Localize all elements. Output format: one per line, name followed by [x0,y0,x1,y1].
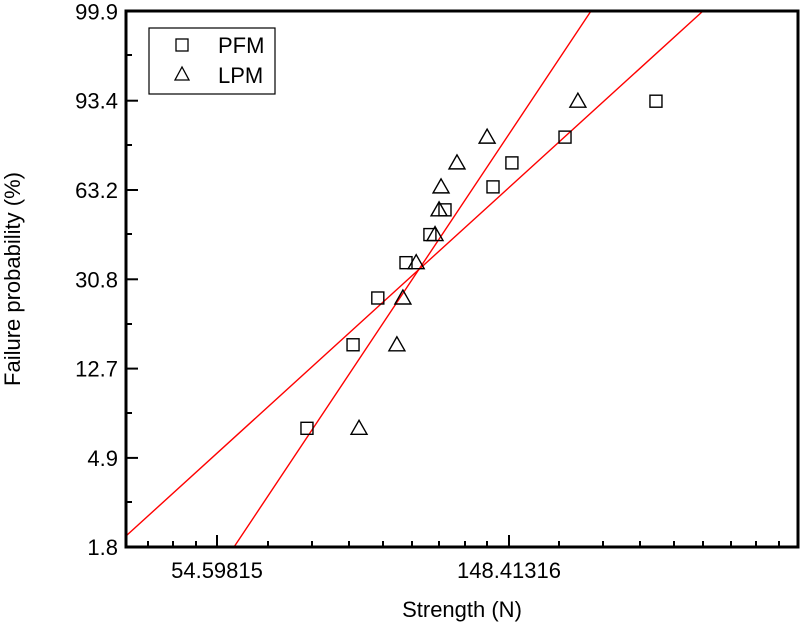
y-tick-label: 1.8 [87,535,118,560]
series-pfm-markers [300,94,663,436]
y-tick-label: 93.4 [75,89,118,114]
lpm-triangle-marker [387,335,407,352]
pfm-square-marker [300,421,314,436]
y-tick-label: 99.9 [75,0,118,24]
pfm-square-marker [649,94,663,108]
x-axis-title: Strength (N) [402,597,522,622]
lpm-triangle-marker [447,153,467,170]
legend-box [148,27,276,95]
y-axis-tick-labels: 1.8 4.9 12.7 30.8 63.2 93.4 99.9 [75,0,118,560]
lpm-triangle-marker [477,127,497,144]
x-tick-label: 148.41316 [457,558,561,583]
fit-line-pfm [125,10,704,537]
fit-lines [125,10,704,548]
pfm-square-marker [505,156,519,170]
x-axis-ticks [147,535,780,547]
y-axis-ticks [126,10,138,548]
lpm-triangle-marker [429,200,449,217]
lpm-triangle-marker [425,225,445,242]
fit-line-lpm [233,10,592,548]
pfm-square-marker [558,130,572,144]
y-tick-label: 30.8 [75,267,118,292]
lpm-triangle-marker [349,418,369,436]
pfm-square-marker [371,291,385,305]
lpm-triangle-marker [431,177,451,194]
lpm-triangle-marker [393,288,413,305]
legend-label-lpm: LPM [218,63,263,88]
pfm-square-marker [486,180,500,194]
pfm-square-marker [346,338,360,352]
legend-square-icon [175,38,189,52]
y-axis-title: Failure probability (%) [0,172,25,386]
lpm-triangle-marker [568,91,588,108]
legend-triangle-icon [173,65,191,81]
y-tick-label: 12.7 [75,357,118,382]
legend-label-pfm: PFM [218,33,264,58]
x-axis-tick-labels: 54.59815 148.41316 [171,558,561,583]
legend: PFM LPM [148,27,276,95]
series-lpm-markers [349,91,588,436]
lpm-triangle-marker [406,253,426,270]
y-tick-label: 4.9 [87,446,118,471]
y-tick-label: 63.2 [75,178,118,203]
x-tick-label: 54.59815 [171,558,263,583]
